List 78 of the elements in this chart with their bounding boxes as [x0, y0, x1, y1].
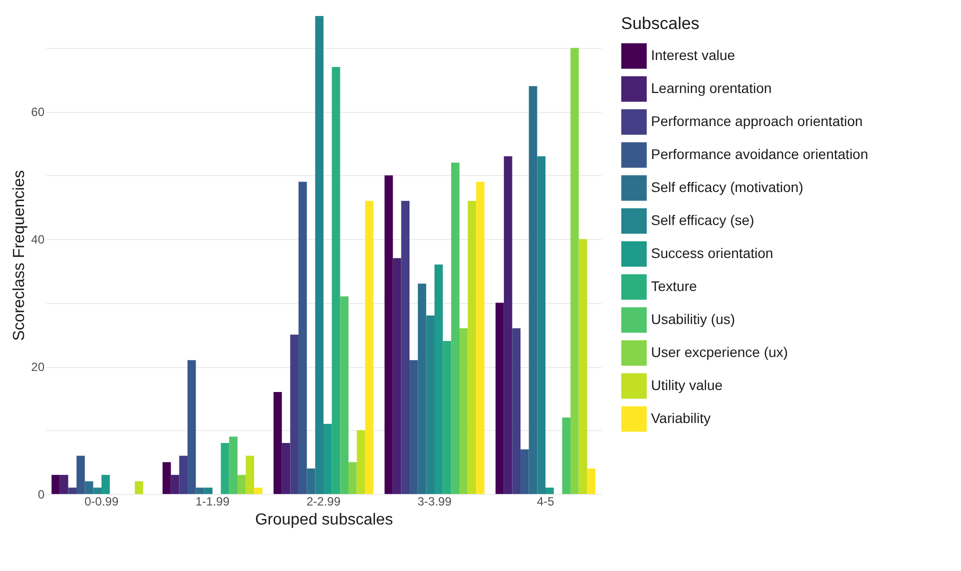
- bar: [324, 424, 332, 494]
- bar: [410, 360, 418, 494]
- legend-title: Subscales: [621, 14, 700, 33]
- x-tick-label: 2-2.99: [306, 494, 341, 508]
- legend-label: Variability: [651, 410, 711, 426]
- bar: [468, 200, 476, 494]
- bar: [162, 462, 171, 494]
- bar: [562, 418, 570, 494]
- bar: [340, 296, 348, 494]
- x-tick-label: 0-0.99: [84, 494, 119, 508]
- bar: [528, 86, 538, 494]
- bar: [274, 392, 282, 494]
- bar: [306, 468, 316, 494]
- bar: [315, 16, 324, 494]
- bar: [476, 182, 484, 494]
- bar: [570, 48, 579, 494]
- bar: [504, 156, 512, 494]
- bar: [76, 456, 85, 494]
- legend-label: Interest value: [651, 47, 736, 63]
- bar: [298, 182, 307, 494]
- bar: [52, 474, 60, 494]
- bar: [170, 474, 180, 494]
- bar: [356, 430, 366, 494]
- bar: [434, 264, 443, 494]
- legend-label: Performance avoidance orientation: [651, 146, 868, 162]
- bar: [196, 488, 204, 494]
- x-axis-title: Grouped subscales: [255, 512, 393, 528]
- legend-label: Self efficacy (se): [651, 212, 754, 228]
- bar: [587, 468, 596, 494]
- bar: [537, 156, 546, 494]
- legend-label: Learning orentation: [651, 80, 772, 96]
- bar: [332, 66, 340, 494]
- bar: [512, 328, 521, 494]
- legend-label: Performance approach orientation: [651, 113, 863, 129]
- legend-label: Usabilitiy (us): [651, 311, 736, 327]
- bar: [204, 488, 212, 494]
- bar: [229, 436, 238, 494]
- bar: [93, 488, 102, 494]
- bar: [365, 200, 374, 494]
- bar: [348, 462, 357, 494]
- bar: [451, 162, 460, 494]
- bar: [418, 284, 426, 494]
- bar: [188, 360, 196, 494]
- bar: [401, 200, 410, 494]
- bar: [290, 334, 299, 494]
- bar: [84, 481, 94, 494]
- y-tick-label: 60: [31, 105, 45, 120]
- bar: [496, 302, 504, 494]
- bar: [282, 443, 290, 494]
- bar: [246, 456, 254, 494]
- bar: [102, 474, 110, 494]
- bar: [426, 316, 434, 494]
- bar: [60, 474, 68, 494]
- bar: [237, 474, 246, 494]
- bar: [459, 328, 468, 494]
- y-tick-label: 0: [38, 488, 45, 502]
- bar: [520, 449, 529, 494]
- legend-label: Self efficacy (motivation): [651, 179, 804, 195]
- x-tick-label: 3-3.99: [417, 494, 452, 508]
- legend-label: Success orientation: [651, 245, 774, 261]
- y-tick-label: 40: [31, 232, 45, 247]
- legend-label: Utility value: [651, 377, 723, 393]
- bar: [179, 456, 188, 494]
- bar: [384, 175, 393, 494]
- y-axis-title: Scoreclass Frequencies: [11, 170, 28, 341]
- y-tick-label: 20: [31, 360, 45, 374]
- bar: [392, 258, 402, 494]
- bar: [578, 239, 588, 494]
- x-tick-label: 1-1.99: [195, 494, 230, 508]
- bar: [442, 341, 452, 494]
- bar: [134, 481, 144, 494]
- legend-label: User excperience (ux): [651, 344, 788, 360]
- legend-label: Texture: [651, 278, 698, 294]
- bar: [68, 488, 77, 494]
- x-tick-label: 4-5: [536, 494, 554, 508]
- bar: [220, 443, 230, 494]
- bar: [254, 488, 262, 494]
- bar: [546, 488, 554, 494]
